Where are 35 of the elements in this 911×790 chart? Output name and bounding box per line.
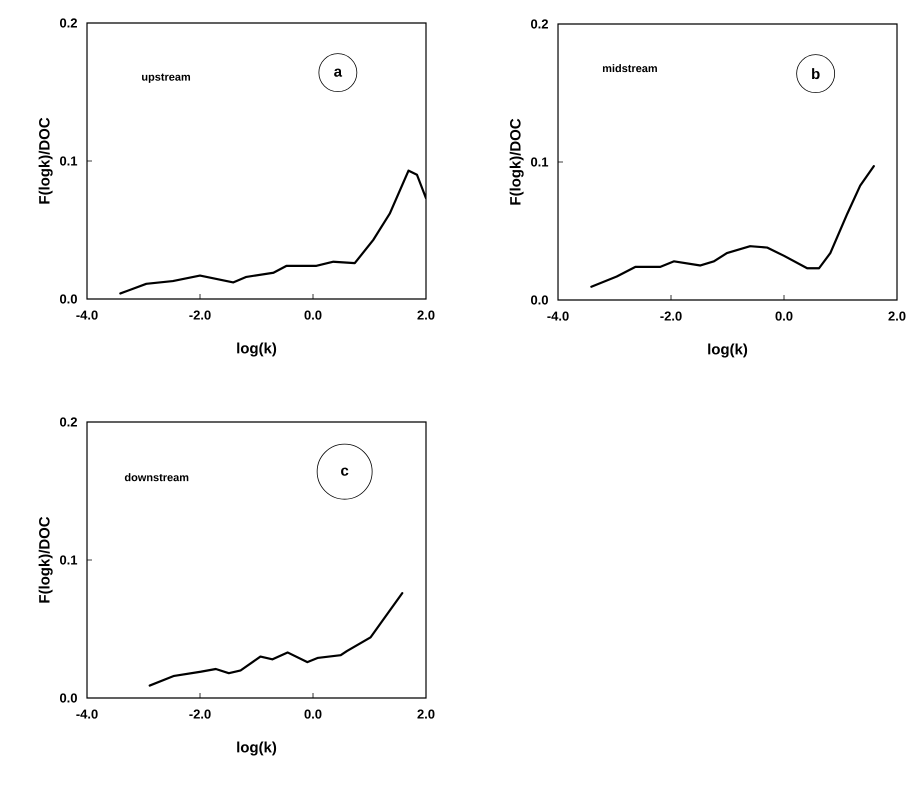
- y-tick-label: 0.0: [531, 295, 548, 305]
- x-axis-title: log(k): [708, 344, 748, 358]
- annotation: midstream: [602, 64, 657, 72]
- x-tick-label: 2.0: [888, 312, 906, 321]
- annotation: b: [812, 68, 820, 80]
- y-tick-label: 0.1: [60, 156, 78, 166]
- line-series: [590, 165, 875, 288]
- x-tick-label: 2.0: [417, 710, 434, 719]
- y-tick-label: 0.0: [60, 693, 77, 703]
- y-tick-label: 0.2: [60, 417, 77, 427]
- x-tick-label: -4.0: [547, 312, 569, 321]
- x-axis-title: log(k): [237, 342, 276, 357]
- x-tick-label: -2.0: [660, 312, 682, 321]
- x-tick-label: 0.0: [304, 310, 322, 320]
- y-tick-label: 0.0: [60, 294, 77, 304]
- x-tick-label: 2.0: [417, 310, 434, 320]
- y-axis-title: F(logk)/DOC: [510, 118, 524, 205]
- annotation: downstream: [124, 473, 188, 482]
- y-tick-label: 0.2: [60, 18, 77, 28]
- x-tick-label: -2.0: [189, 710, 211, 719]
- x-tick-label: -4.0: [76, 710, 98, 719]
- annotation: upstream: [142, 73, 190, 83]
- x-axis-title: log(k): [237, 742, 276, 756]
- x-tick-label: 0.0: [304, 710, 322, 719]
- y-axis-title: F(logk)/DOC: [38, 516, 53, 603]
- y-tick-label: 0.1: [60, 555, 78, 565]
- x-tick-label: -2.0: [189, 310, 211, 320]
- y-tick-label: 0.2: [531, 19, 548, 29]
- x-tick-label: 0.0: [776, 312, 792, 321]
- y-tick-label: 0.1: [531, 157, 548, 167]
- line-series: [148, 592, 404, 687]
- annotation: a: [334, 68, 342, 77]
- annotation: c: [341, 468, 348, 476]
- x-tick-label: -4.0: [76, 310, 98, 320]
- y-axis-title: F(logk)/DOC: [38, 118, 53, 204]
